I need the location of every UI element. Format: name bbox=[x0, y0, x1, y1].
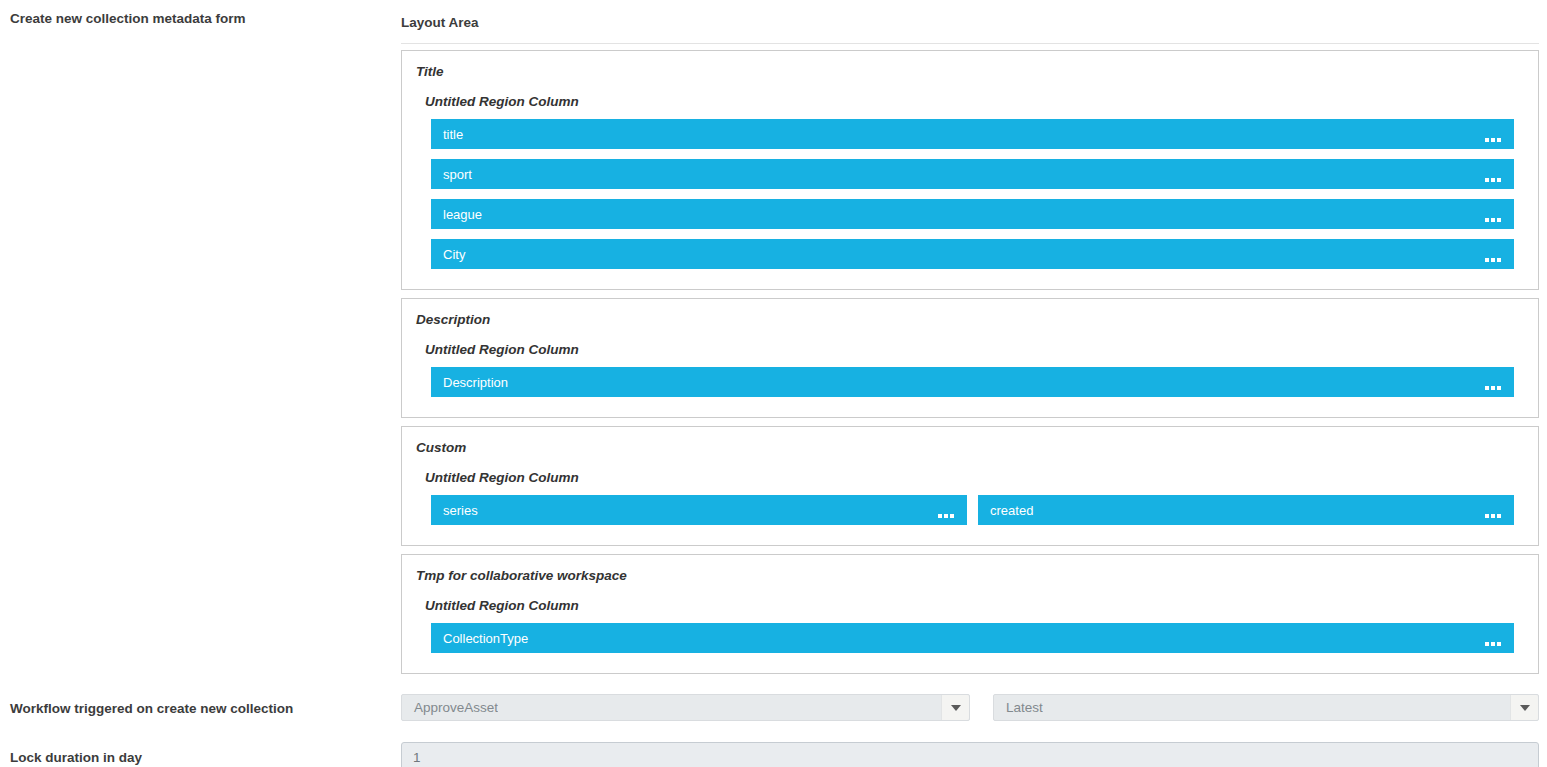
drag-handle-icon[interactable] bbox=[938, 514, 954, 518]
layout-area-row: Create new collection metadata form Layo… bbox=[10, 10, 1539, 674]
drag-handle-icon[interactable] bbox=[1485, 514, 1501, 518]
fields-container: title sport league City bbox=[431, 119, 1514, 269]
field-chip-description[interactable]: Description bbox=[431, 367, 1514, 397]
lock-duration-controls bbox=[401, 742, 1539, 767]
field-chip-city[interactable]: City bbox=[431, 239, 1514, 269]
region-column-label: Untitled Region Column bbox=[425, 470, 1514, 485]
metadata-form-page: Create new collection metadata form Layo… bbox=[0, 0, 1547, 767]
field-chip-sport[interactable]: sport bbox=[431, 159, 1514, 189]
workflow-select-value: ApproveAsset bbox=[402, 700, 498, 715]
field-label: City bbox=[443, 247, 465, 262]
workflow-version-select[interactable]: Latest bbox=[993, 694, 1539, 721]
fields-container: Description bbox=[431, 367, 1514, 397]
section-title: Custom bbox=[416, 440, 1514, 455]
field-chip-collectiontype[interactable]: CollectionType bbox=[431, 623, 1514, 653]
section-title-box: Title Untitled Region Column title sport… bbox=[401, 50, 1539, 290]
chevron-down-icon bbox=[951, 705, 961, 711]
workflow-select[interactable]: ApproveAsset bbox=[401, 694, 970, 721]
drag-handle-icon[interactable] bbox=[1485, 258, 1501, 262]
workflow-label: Workflow triggered on create new collect… bbox=[10, 700, 401, 716]
drag-handle-icon[interactable] bbox=[1485, 178, 1501, 182]
drag-handle-icon[interactable] bbox=[1485, 386, 1501, 390]
section-title: Description bbox=[416, 312, 1514, 327]
layout-area-divider bbox=[401, 43, 1539, 44]
section-tmp-workspace-box: Tmp for collaborative workspace Untitled… bbox=[401, 554, 1539, 674]
lock-duration-input[interactable] bbox=[401, 742, 1539, 767]
layout-area-label: Layout Area bbox=[401, 10, 1539, 30]
drag-handle-icon[interactable] bbox=[1485, 218, 1501, 222]
field-chip-league[interactable]: league bbox=[431, 199, 1514, 229]
version-select-value: Latest bbox=[994, 700, 1043, 715]
field-label: Description bbox=[443, 375, 508, 390]
dropdown-arrow-button[interactable] bbox=[941, 695, 969, 720]
lock-duration-label: Lock duration in day bbox=[10, 749, 401, 765]
field-row: series created bbox=[431, 495, 1514, 535]
dropdown-arrow-button[interactable] bbox=[1510, 695, 1538, 720]
section-description-box: Description Untitled Region Column Descr… bbox=[401, 298, 1539, 418]
field-chip-series[interactable]: series bbox=[431, 495, 967, 525]
left-label-column: Workflow triggered on create new collect… bbox=[10, 700, 401, 716]
region-column-label: Untitled Region Column bbox=[425, 342, 1514, 357]
field-chip-created[interactable]: created bbox=[978, 495, 1514, 525]
section-title: Title bbox=[416, 64, 1514, 79]
field-label: league bbox=[443, 207, 482, 222]
field-label: title bbox=[443, 127, 463, 142]
fields-container: series created bbox=[431, 495, 1514, 535]
workflow-controls: ApproveAsset Latest bbox=[401, 694, 1539, 721]
left-label-column: Lock duration in day bbox=[10, 749, 401, 765]
field-label: CollectionType bbox=[443, 631, 528, 646]
field-label: series bbox=[443, 503, 478, 518]
section-custom-box: Custom Untitled Region Column series cre… bbox=[401, 426, 1539, 546]
drag-handle-icon[interactable] bbox=[1485, 642, 1501, 646]
form-section-label: Create new collection metadata form bbox=[10, 10, 401, 26]
lock-duration-row: Lock duration in day bbox=[10, 742, 1539, 767]
section-title: Tmp for collaborative workspace bbox=[416, 568, 1514, 583]
drag-handle-icon[interactable] bbox=[1485, 138, 1501, 142]
region-column-label: Untitled Region Column bbox=[425, 94, 1514, 109]
field-label: sport bbox=[443, 167, 472, 182]
left-label-column: Create new collection metadata form bbox=[10, 10, 401, 674]
field-chip-title[interactable]: title bbox=[431, 119, 1514, 149]
workflow-row: Workflow triggered on create new collect… bbox=[10, 694, 1539, 721]
region-column-label: Untitled Region Column bbox=[425, 598, 1514, 613]
layout-area: Layout Area Title Untitled Region Column… bbox=[401, 10, 1539, 674]
field-label: created bbox=[990, 503, 1033, 518]
chevron-down-icon bbox=[1520, 705, 1530, 711]
fields-container: CollectionType bbox=[431, 623, 1514, 653]
